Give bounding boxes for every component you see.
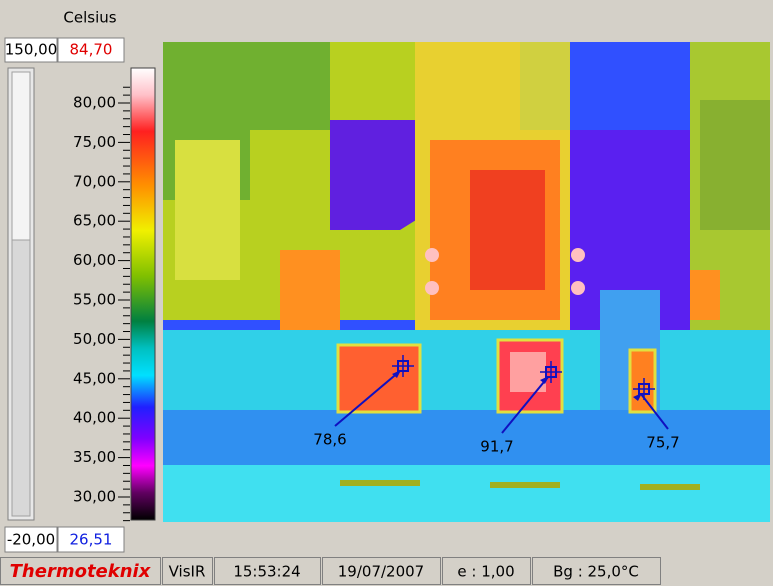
status-background: Bg : 25,0°C bbox=[553, 563, 639, 581]
spot-arrow bbox=[640, 393, 669, 430]
spot-arrow bbox=[501, 376, 549, 434]
status-cell bbox=[162, 557, 213, 585]
status-time: 15:53:24 bbox=[233, 563, 300, 581]
status-cell bbox=[532, 557, 661, 585]
spot-label: 75,7 bbox=[646, 434, 679, 452]
scale-label: 30,00 bbox=[73, 488, 116, 506]
scale-label: 50,00 bbox=[73, 330, 116, 348]
thermal-image bbox=[163, 42, 770, 522]
status-mode: VisIR bbox=[169, 563, 206, 581]
spot-cross bbox=[633, 378, 655, 400]
scale-label: 80,00 bbox=[73, 94, 116, 112]
status-cell bbox=[214, 557, 321, 585]
status-emissivity: e : 1,00 bbox=[457, 563, 514, 581]
current-max: 84,70 bbox=[70, 41, 113, 59]
status-brand: Thermoteknix bbox=[10, 561, 152, 582]
scale-label: 60,00 bbox=[73, 251, 116, 269]
scale-label: 45,00 bbox=[73, 369, 116, 387]
max-box[interactable] bbox=[4, 37, 58, 63]
status-cell bbox=[442, 557, 531, 585]
min-box[interactable] bbox=[4, 526, 58, 553]
spot-label: 78,6 bbox=[313, 431, 346, 449]
spot-label: 91,7 bbox=[480, 438, 513, 456]
scale-label: 70,00 bbox=[73, 172, 116, 190]
spot-arrow bbox=[334, 370, 401, 427]
current-min: 26,51 bbox=[70, 531, 113, 549]
scale-label: 35,00 bbox=[73, 448, 116, 466]
current-max-box bbox=[57, 37, 125, 63]
spot-cross bbox=[540, 361, 562, 383]
scale-label: 75,00 bbox=[73, 133, 116, 151]
status-cell bbox=[0, 557, 161, 585]
min-value: -20,00 bbox=[7, 531, 55, 549]
scale-label: 65,00 bbox=[73, 212, 116, 230]
scale-label: 55,00 bbox=[73, 291, 116, 309]
max-value: 150,00 bbox=[5, 41, 58, 59]
status-date: 19/07/2007 bbox=[338, 563, 424, 581]
status-cell bbox=[322, 557, 441, 585]
slider-upper bbox=[11, 71, 31, 241]
current-min-box bbox=[57, 526, 125, 553]
unit-label: Celsius bbox=[63, 9, 116, 27]
color-bar bbox=[130, 67, 156, 521]
slider-thumb[interactable] bbox=[11, 239, 31, 517]
spot-cross bbox=[392, 355, 414, 377]
scale-label: 40,00 bbox=[73, 409, 116, 427]
